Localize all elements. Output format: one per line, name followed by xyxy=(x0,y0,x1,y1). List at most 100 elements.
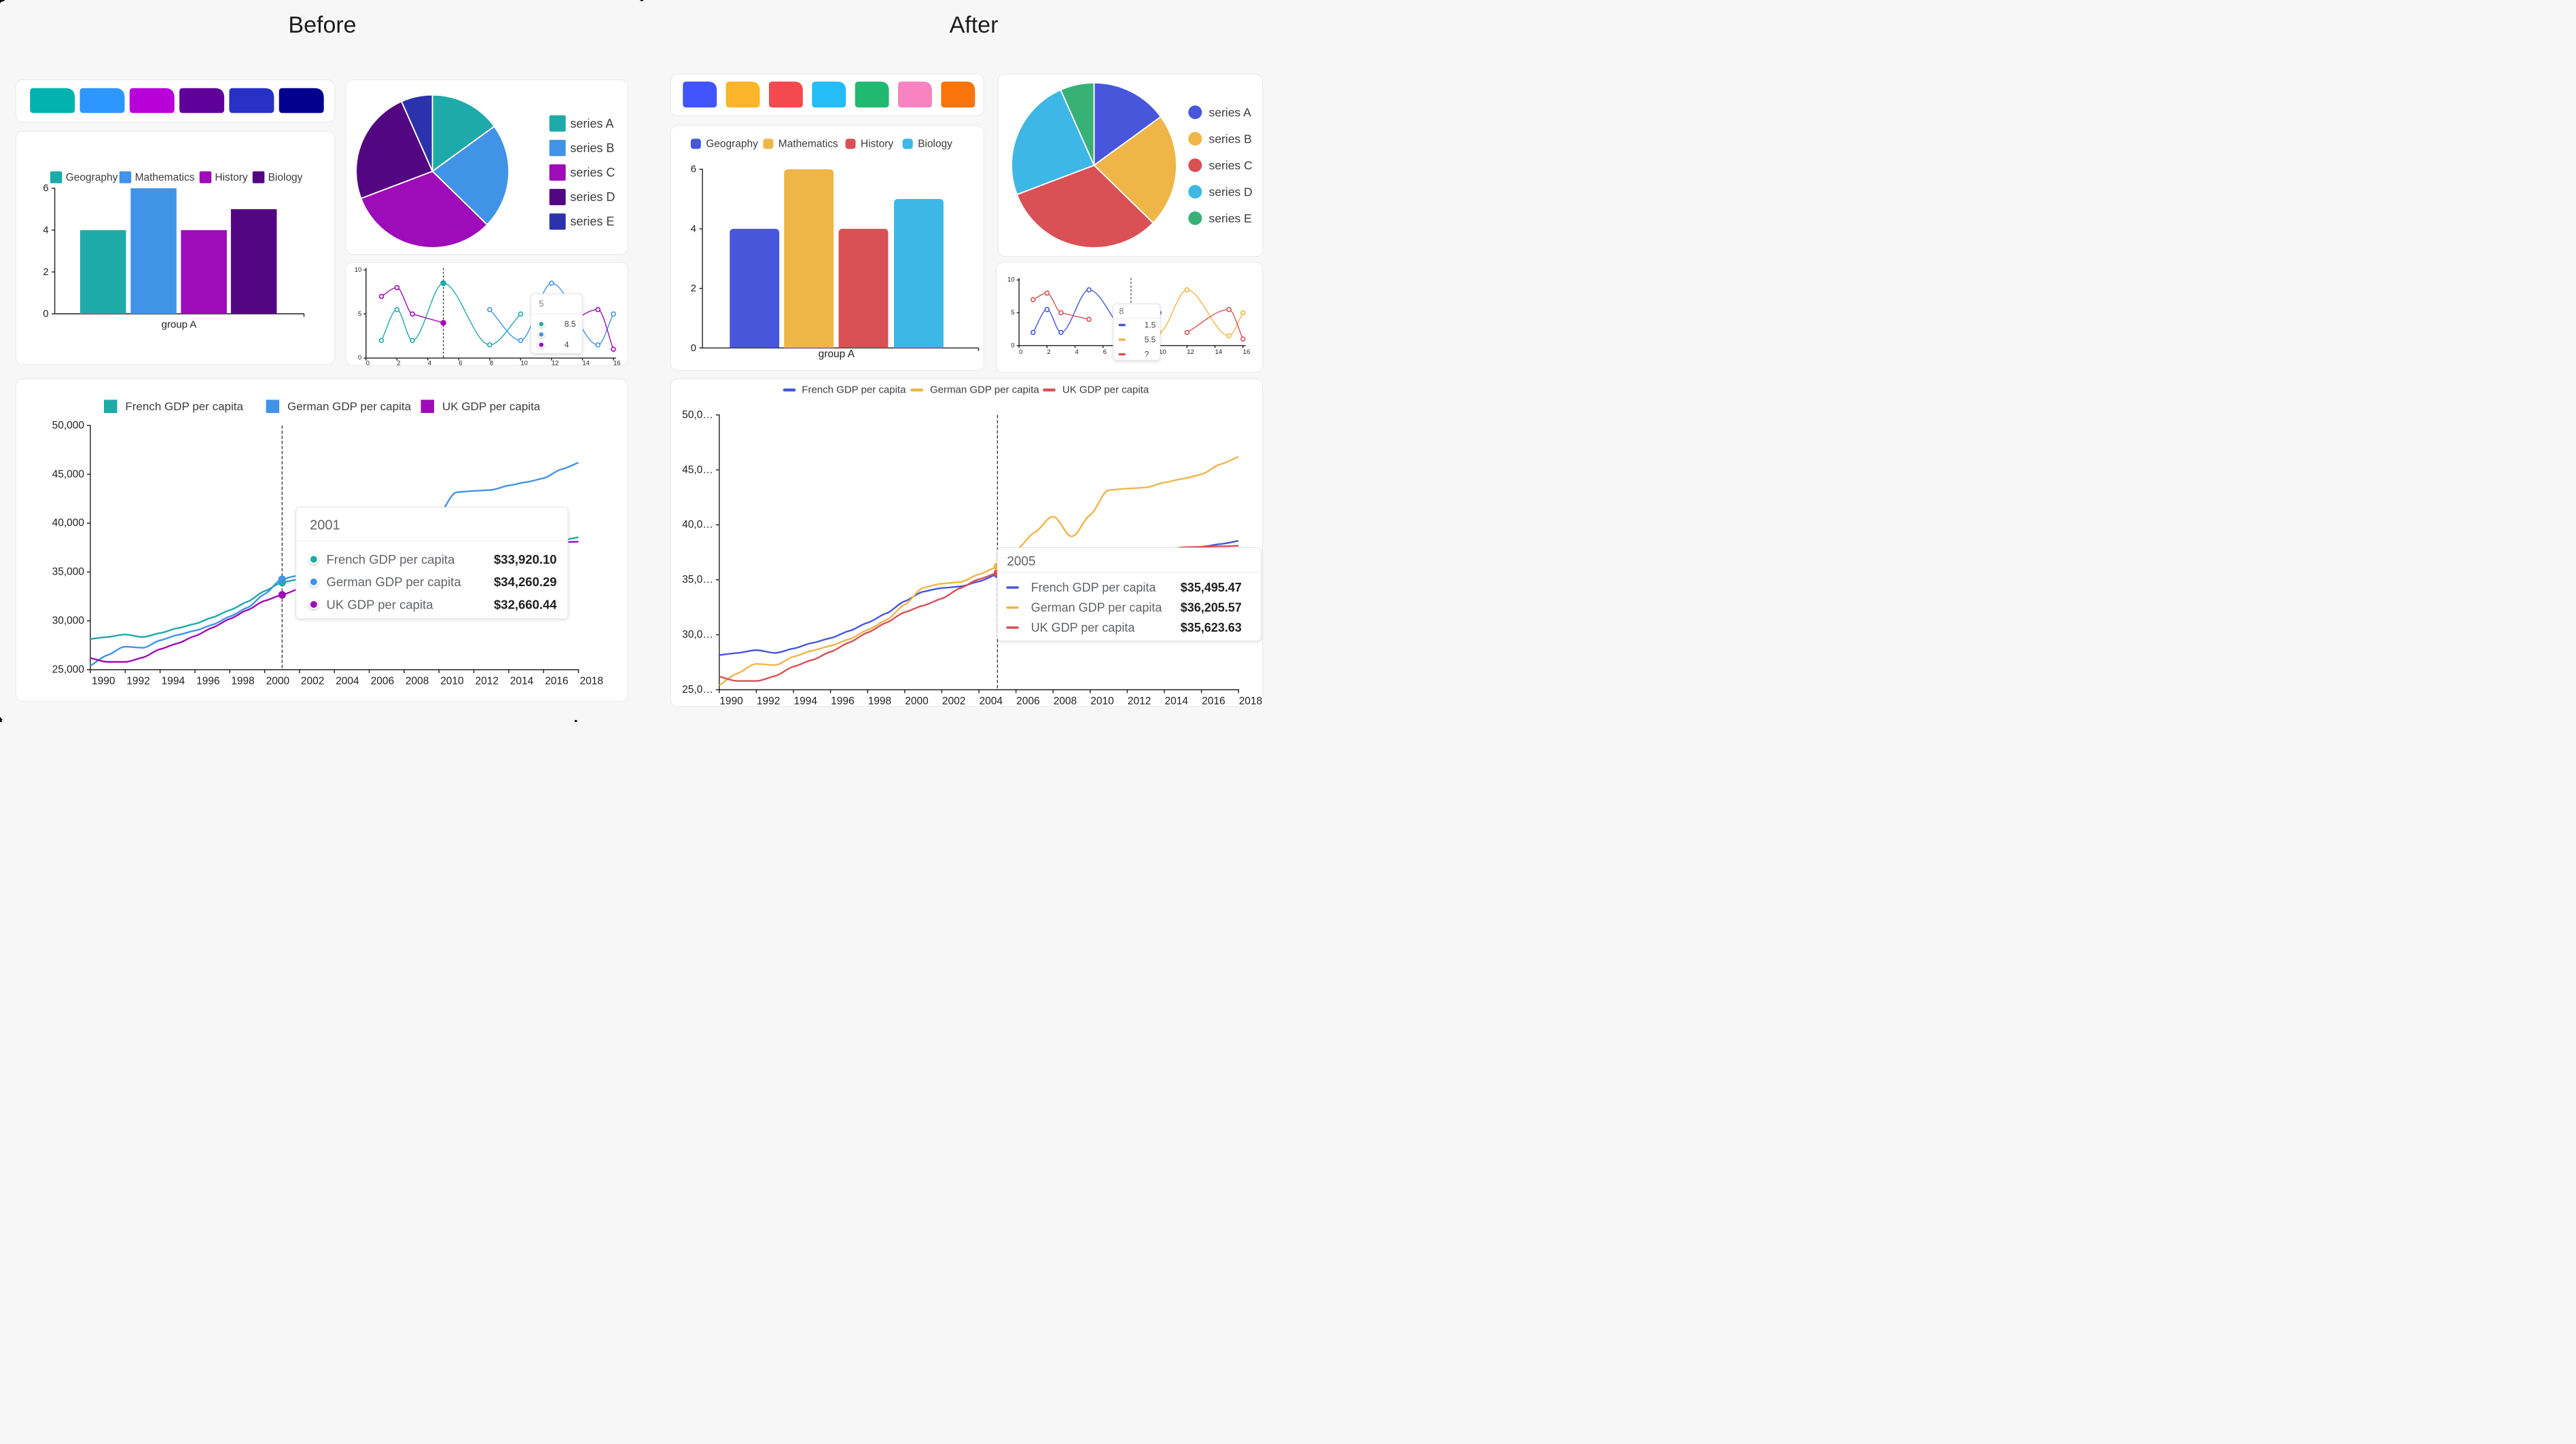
svg-text:UK GDP per capita: UK GDP per capita xyxy=(442,400,541,413)
svg-text:0: 0 xyxy=(366,360,370,367)
svg-text:French GDP per capita: French GDP per capita xyxy=(327,552,456,566)
svg-text:2004: 2004 xyxy=(980,696,1003,707)
svg-text:12: 12 xyxy=(552,360,559,367)
svg-text:40,000: 40,000 xyxy=(52,518,85,529)
svg-text:14: 14 xyxy=(1215,348,1223,356)
svg-text:series D: series D xyxy=(1209,185,1253,198)
svg-text:6: 6 xyxy=(691,164,696,175)
svg-text:Geography: Geography xyxy=(66,172,118,183)
svg-text:series D: series D xyxy=(570,190,615,204)
svg-text:0: 0 xyxy=(1011,342,1014,349)
svg-text:Before: Before xyxy=(288,12,356,38)
svg-text:$33,920.10: $33,920.10 xyxy=(494,552,557,566)
svg-text:4: 4 xyxy=(428,360,431,367)
svg-text:45,0…: 45,0… xyxy=(682,464,713,475)
svg-text:2016: 2016 xyxy=(1202,696,1225,707)
svg-text:30,000: 30,000 xyxy=(52,615,85,627)
svg-text:$32,660.44: $32,660.44 xyxy=(494,597,557,611)
svg-text:12: 12 xyxy=(1187,348,1194,356)
svg-text:1990: 1990 xyxy=(92,676,115,687)
svg-text:2: 2 xyxy=(43,266,48,278)
svg-text:1992: 1992 xyxy=(757,696,780,707)
svg-text:series B: series B xyxy=(1209,132,1252,145)
svg-text:History: History xyxy=(215,172,247,183)
svg-text:French GDP per capita: French GDP per capita xyxy=(125,400,243,413)
svg-text:10: 10 xyxy=(1007,276,1015,284)
svg-text:2018: 2018 xyxy=(1239,696,1262,707)
svg-text:5: 5 xyxy=(1011,309,1014,317)
svg-text:4: 4 xyxy=(565,340,569,350)
svg-text:series C: series C xyxy=(570,166,615,179)
svg-text:5.5: 5.5 xyxy=(1145,335,1156,344)
svg-text:Mathematics: Mathematics xyxy=(779,139,838,150)
svg-text:4: 4 xyxy=(1075,348,1079,356)
svg-text:1998: 1998 xyxy=(868,696,891,707)
svg-text:5: 5 xyxy=(358,310,361,318)
svg-text:1996: 1996 xyxy=(831,696,854,707)
svg-text:2000: 2000 xyxy=(266,676,290,687)
svg-text:10: 10 xyxy=(1159,348,1166,356)
svg-text:French GDP per capita: French GDP per capita xyxy=(1031,581,1157,594)
svg-text:$36,205.57: $36,205.57 xyxy=(1181,601,1242,615)
svg-text:2: 2 xyxy=(1047,348,1050,356)
svg-text:History: History xyxy=(861,139,893,150)
svg-text:0: 0 xyxy=(691,342,696,354)
svg-text:?: ? xyxy=(1145,350,1149,359)
svg-text:German GDP per capita: German GDP per capita xyxy=(287,400,412,413)
svg-text:2000: 2000 xyxy=(905,696,929,707)
svg-text:2008: 2008 xyxy=(406,676,429,687)
svg-text:2001: 2001 xyxy=(310,518,340,533)
svg-text:1990: 1990 xyxy=(719,696,743,707)
svg-text:35,0…: 35,0… xyxy=(682,574,713,585)
svg-text:group A: group A xyxy=(162,319,197,331)
svg-text:4: 4 xyxy=(691,223,696,234)
svg-text:10: 10 xyxy=(355,266,362,274)
svg-text:2004: 2004 xyxy=(336,676,359,687)
svg-text:series B: series B xyxy=(570,141,614,155)
svg-text:16: 16 xyxy=(613,360,621,367)
svg-text:series E: series E xyxy=(1209,211,1252,225)
svg-text:1.5: 1.5 xyxy=(1145,321,1156,330)
svg-text:25,000: 25,000 xyxy=(52,664,85,676)
svg-text:8: 8 xyxy=(490,360,493,367)
svg-text:$35,495.47: $35,495.47 xyxy=(1181,581,1242,594)
svg-text:2010: 2010 xyxy=(1090,696,1114,707)
svg-text:German GDP per capita: German GDP per capita xyxy=(327,575,462,589)
svg-text:1992: 1992 xyxy=(126,676,149,687)
svg-text:2010: 2010 xyxy=(440,676,464,687)
svg-text:Geography: Geography xyxy=(706,139,758,150)
svg-text:2014: 2014 xyxy=(510,676,534,687)
svg-text:5: 5 xyxy=(539,300,543,309)
svg-text:10: 10 xyxy=(520,360,528,367)
svg-text:1996: 1996 xyxy=(196,676,219,687)
svg-text:35,000: 35,000 xyxy=(52,566,85,578)
svg-text:Mathematics: Mathematics xyxy=(135,172,195,183)
svg-text:30,0…: 30,0… xyxy=(682,629,713,640)
svg-text:series A: series A xyxy=(570,117,613,130)
svg-text:series A: series A xyxy=(1209,105,1252,119)
svg-text:14: 14 xyxy=(582,360,590,367)
svg-text:25,0…: 25,0… xyxy=(682,684,713,696)
svg-text:2014: 2014 xyxy=(1165,696,1189,707)
svg-text:4: 4 xyxy=(43,224,48,236)
svg-text:8: 8 xyxy=(1119,307,1124,317)
svg-text:0: 0 xyxy=(1019,348,1022,356)
svg-text:German GDP per capita: German GDP per capita xyxy=(930,384,1039,396)
svg-text:Biology: Biology xyxy=(918,139,952,150)
svg-text:2: 2 xyxy=(397,360,400,367)
svg-text:2002: 2002 xyxy=(301,676,324,687)
svg-text:After: After xyxy=(950,12,999,38)
svg-text:6: 6 xyxy=(459,360,462,367)
svg-text:50,0…: 50,0… xyxy=(682,409,713,420)
svg-text:0: 0 xyxy=(43,308,48,320)
svg-text:2012: 2012 xyxy=(1128,696,1151,707)
svg-text:16: 16 xyxy=(1243,348,1251,356)
svg-text:series E: series E xyxy=(570,215,614,228)
svg-text:UK GDP per capita: UK GDP per capita xyxy=(327,597,434,611)
svg-text:2006: 2006 xyxy=(1016,696,1039,707)
svg-text:group A: group A xyxy=(819,348,855,360)
svg-text:series C: series C xyxy=(1209,158,1253,172)
svg-text:2006: 2006 xyxy=(371,676,394,687)
svg-text:UK GDP per capita: UK GDP per capita xyxy=(1031,621,1136,634)
svg-text:8.5: 8.5 xyxy=(565,319,576,329)
